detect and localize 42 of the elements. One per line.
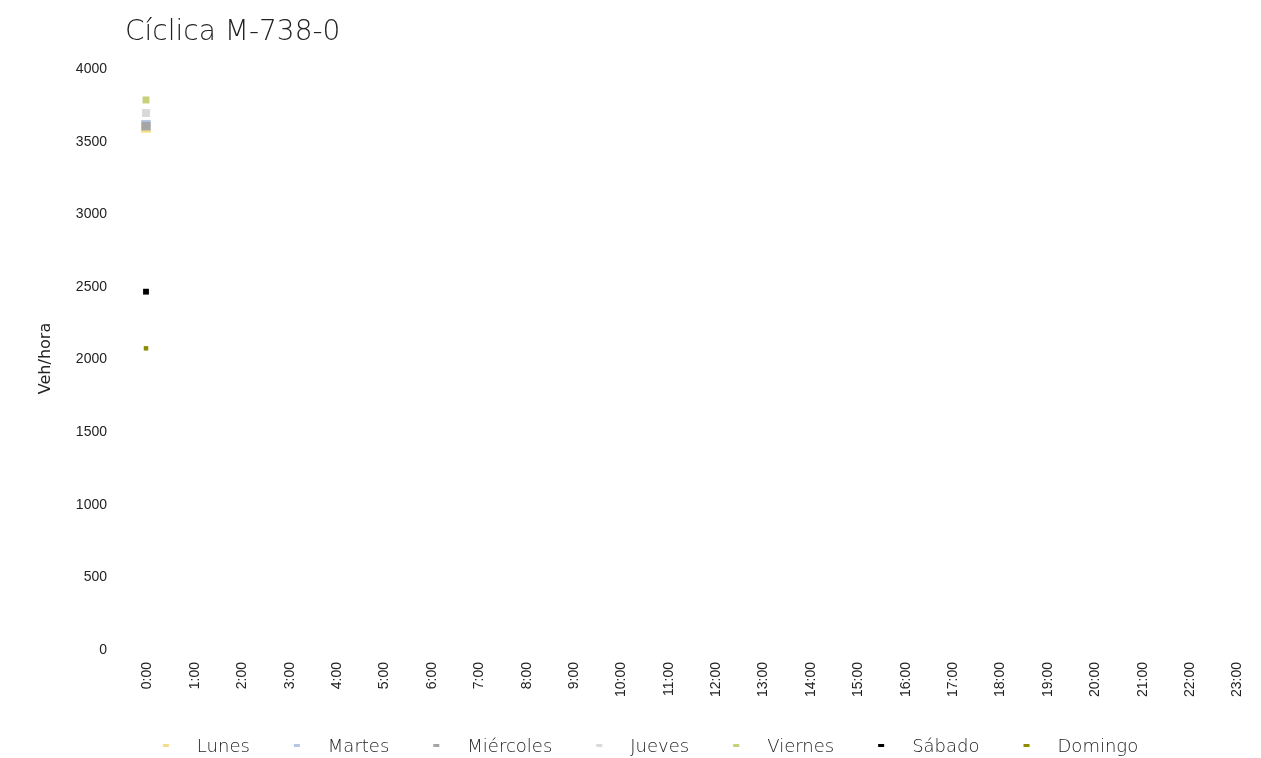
x-tick-label: 1:00	[185, 661, 202, 690]
x-tick-label: 12:00	[707, 661, 724, 698]
y-axis-title: Veh/hora	[35, 322, 54, 395]
x-tick-label: 20:00	[1086, 661, 1103, 698]
x-tick-label: 10:00	[612, 661, 629, 698]
x-tick-label: 15:00	[849, 661, 866, 698]
x-tick-label: 22:00	[1181, 661, 1198, 698]
x-tick-label: 8:00	[517, 661, 534, 690]
legend-label: Jueves	[630, 735, 690, 756]
legend-label: Martes	[327, 735, 390, 756]
x-tick-label: 23:00	[1228, 661, 1245, 698]
x-tick-label: 2:00	[233, 661, 250, 690]
y-tick-label: 1000	[75, 495, 108, 512]
x-tick-label: 7:00	[470, 661, 487, 690]
x-tick-label: 19:00	[1038, 661, 1055, 698]
x-tick-label: 17:00	[944, 661, 961, 698]
x-tick-label: 18:00	[991, 661, 1008, 698]
x-tick-label: 9:00	[564, 661, 581, 690]
x-tick-label: 14:00	[801, 661, 818, 698]
y-tick-label: 0	[99, 640, 108, 657]
x-tick-label: 5:00	[375, 661, 392, 690]
x-tick-label: 0:00	[138, 661, 155, 690]
y-tick-label: 4000	[75, 59, 108, 76]
x-tick-label: 16:00	[896, 661, 913, 698]
y-tick-label: 2000	[75, 350, 108, 367]
legend-label: Lunes	[196, 735, 250, 756]
y-tick-label: 3000	[75, 205, 108, 222]
legend-label: Sábado	[912, 735, 980, 756]
x-tick-label: 21:00	[1133, 661, 1150, 698]
y-tick-label: 1500	[75, 423, 108, 440]
x-tick-label: 3:00	[280, 661, 297, 690]
x-tick-label: 11:00	[659, 661, 676, 696]
x-tick-label: 6:00	[422, 661, 439, 690]
x-tick-label: 13:00	[754, 661, 771, 698]
y-tick-label: 2500	[75, 277, 108, 294]
legend-label: Miércoles	[467, 735, 553, 756]
legend-label: Viernes	[767, 735, 835, 756]
y-tick-label: 500	[83, 568, 108, 585]
chart-title: Cíclica M-738-0	[125, 14, 341, 47]
y-tick-label: 3500	[75, 132, 108, 149]
legend-label: Domingo	[1057, 735, 1139, 756]
x-tick-label: 4:00	[327, 661, 344, 690]
